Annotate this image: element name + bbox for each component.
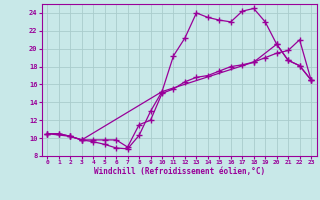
X-axis label: Windchill (Refroidissement éolien,°C): Windchill (Refroidissement éolien,°C) [94,167,265,176]
